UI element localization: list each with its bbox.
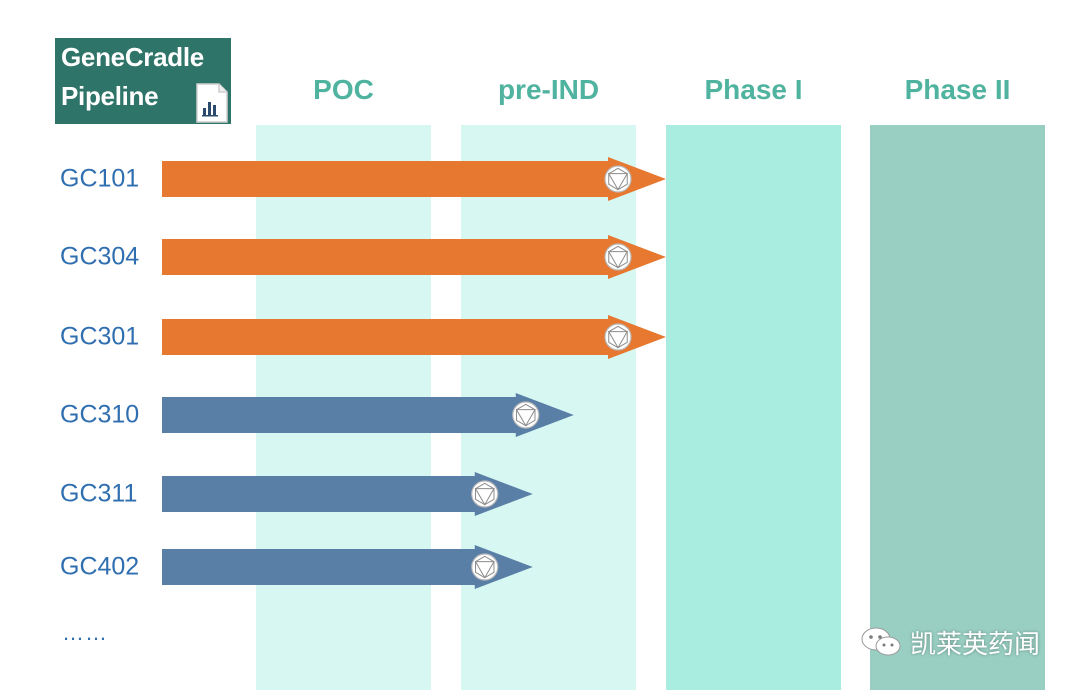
row-label-gc101: GC101 [60,164,140,193]
milestone-icon-gc301 [604,323,632,351]
progress-arrow-gc101 [162,157,666,201]
row-label-gc311: GC311 [60,479,138,508]
stage-label-phase-2: Phase II [904,74,1011,105]
title-line1: GeneCradle [61,42,204,72]
milestone-icon-gc311 [471,480,499,508]
milestone-icon-gc402 [471,553,499,581]
title-line2: Pipeline [61,81,159,111]
row-label-gc310: GC310 [60,400,140,429]
stage-column-phase-2 [870,125,1045,690]
stage-label-pre-ind: pre-IND [497,74,600,105]
progress-arrow-gc310 [162,393,574,437]
chart-document-icon [196,83,228,123]
stage-column-phase-1 [666,125,841,690]
row-label-gc402: GC402 [60,552,140,581]
progress-arrow-gc402 [162,545,533,589]
progress-arrow-gc311 [162,472,533,516]
progress-arrow-gc304 [162,235,666,279]
milestone-icon-gc101 [604,165,632,193]
stage-label-poc: POC [313,74,374,105]
milestone-icon-gc310 [512,401,540,429]
watermark-text: 凯莱英药闻 [910,628,1041,659]
watermark: 凯莱英药闻 [860,622,1040,662]
milestone-icon-gc304 [604,243,632,271]
more-items-ellipsis: …… [62,620,108,645]
stage-label-phase-1: Phase I [704,74,803,105]
row-label-gc304: GC304 [60,242,140,271]
wechat-icon [861,627,901,656]
progress-arrow-gc301 [162,315,666,359]
row-label-gc301: GC301 [60,322,140,351]
